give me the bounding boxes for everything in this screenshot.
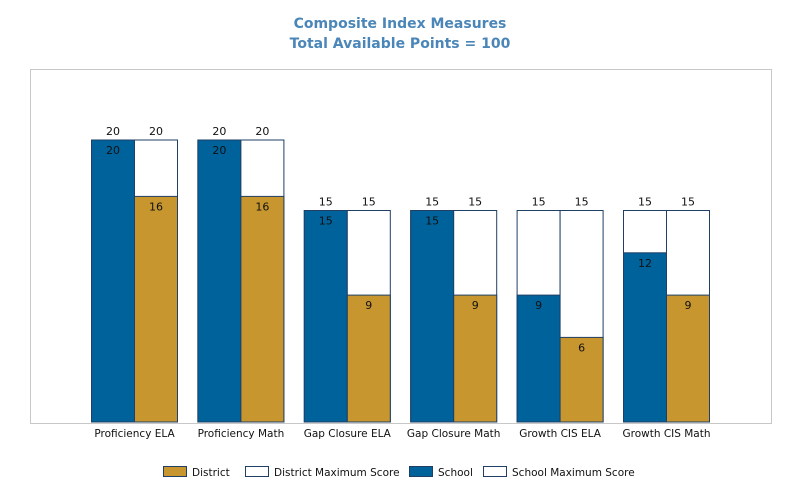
chart-subtitle: Total Available Points = 100 [289,36,511,52]
school-max-label: 15 [425,196,439,209]
school-value-label: 15 [319,215,333,228]
district-max-label: 20 [255,125,269,138]
school-max-label: 15 [532,196,546,209]
legend-label: District Maximum Score [274,467,400,479]
legend-swatch [409,466,433,477]
district-value-label: 16 [149,200,163,213]
district-max-label: 15 [575,196,589,209]
school-max-label: 15 [638,196,652,209]
school-max-label: 20 [106,125,120,138]
school-max-label: 20 [212,125,226,138]
category-label: Proficiency ELA [94,428,175,440]
legend-label: School [438,467,473,479]
school-value-label: 20 [106,144,120,157]
district-value-label: 9 [472,299,479,312]
district-bar [134,195,178,423]
district-bar [346,294,391,423]
school-bar [410,210,455,423]
school-max-label: 15 [319,196,333,209]
school-bar [516,294,561,423]
bars-layer: 20 20 20 16 20 20 20 16 15 15 15 9 15 15 15 9 15 15 9 6 15 15… [91,125,710,423]
chart-title: Composite Index Measures [293,16,507,32]
school-bar [197,139,242,423]
district-value-label: 9 [685,299,692,312]
category-label: Proficiency Math [198,428,285,440]
school-bar [91,139,135,423]
district-max-label: 15 [681,196,695,209]
district-bar [240,195,285,423]
district-value-label: 6 [578,341,585,354]
school-value-label: 20 [212,144,226,157]
legend-swatch [483,466,507,477]
legend-label: District [192,467,230,479]
legend-label: School Maximum Score [512,467,635,479]
school-value-label: 15 [425,215,439,228]
district-value-label: 16 [255,200,269,213]
district-bar [453,294,498,423]
category-label: Gap Closure ELA [304,428,392,440]
legend-swatch [163,466,187,477]
district-bar [666,294,710,423]
school-value-label: 12 [638,257,652,270]
district-value-label: 9 [365,299,372,312]
district-max-label: 20 [149,125,163,138]
school-bar [623,252,667,423]
school-value-label: 9 [535,299,542,312]
legend-swatch [245,466,269,477]
category-label: Growth CIS Math [622,428,710,440]
district-bar [559,336,604,423]
category-label: Gap Closure Math [407,428,501,440]
category-labels: Proficiency ELA Proficiency Math Gap Closu… [94,428,710,440]
legend: District District Maximum Score School Scho… [163,466,635,479]
category-label: Growth CIS ELA [519,428,601,440]
school-bar [303,210,348,423]
district-max-label: 15 [468,196,482,209]
district-max-label: 15 [362,196,376,209]
